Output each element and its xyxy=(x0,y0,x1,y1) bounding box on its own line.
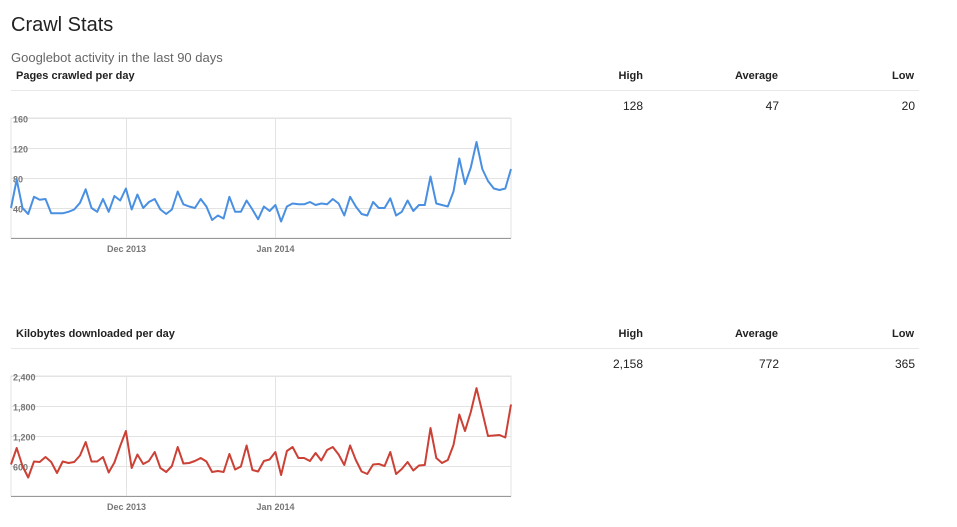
kilobytes-y-tick-label: 1,200 xyxy=(13,433,36,443)
kilobytes-chart: 600 1,200 1,800 2,400 Dec 2013 Jan 2014 xyxy=(10,373,512,512)
pages-crawled-label: Pages crawled per day xyxy=(16,70,135,82)
pages-y-tick-label: 40 xyxy=(13,205,23,215)
kilobytes-average-value: 772 xyxy=(758,357,779,371)
page-title: Crawl Stats xyxy=(11,14,114,36)
kilobytes-high-value: 2,158 xyxy=(612,357,643,371)
pages-y-tick-label: 80 xyxy=(13,175,23,185)
pages-y-tick-label: 160 xyxy=(13,115,28,125)
kilobytes-x-tick-label: Jan 2014 xyxy=(256,502,294,512)
pages-crawled-chart: 40 80 120 160 Dec 2013 Jan 2014 xyxy=(10,115,512,254)
kilobytes-low-header: Low xyxy=(892,328,914,340)
page-subtitle: Googlebot activity in the last 90 days xyxy=(11,50,223,65)
pages-y-tick-label: 120 xyxy=(13,145,28,155)
pages-low-value: 20 xyxy=(901,99,915,113)
kilobytes-label: Kilobytes downloaded per day xyxy=(16,328,175,340)
kilobytes-header: Kilobytes downloaded per day High Averag… xyxy=(11,326,919,349)
pages-crawled-header: Pages crawled per day High Average Low xyxy=(11,68,919,91)
kilobytes-y-tick-label: 600 xyxy=(13,463,28,473)
pages-average-header: Average xyxy=(734,70,778,82)
pages-high-value: 128 xyxy=(622,99,643,113)
kilobytes-low-value: 365 xyxy=(894,357,915,371)
pages-x-tick-label: Jan 2014 xyxy=(256,244,294,254)
pages-high-header: High xyxy=(618,70,643,82)
kilobytes-high-header: High xyxy=(618,328,643,340)
kilobytes-x-tick-label: Dec 2013 xyxy=(107,502,146,512)
kilobytes-y-tick-label: 2,400 xyxy=(13,373,36,383)
kilobytes-y-tick-label: 1,800 xyxy=(13,403,36,413)
kilobytes-average-header: Average xyxy=(734,328,778,340)
kilobytes-series-line xyxy=(10,387,512,479)
pages-series-line xyxy=(10,141,512,223)
pages-low-header: Low xyxy=(892,70,914,82)
pages-average-value: 47 xyxy=(765,99,779,113)
pages-x-tick-label: Dec 2013 xyxy=(107,244,146,254)
